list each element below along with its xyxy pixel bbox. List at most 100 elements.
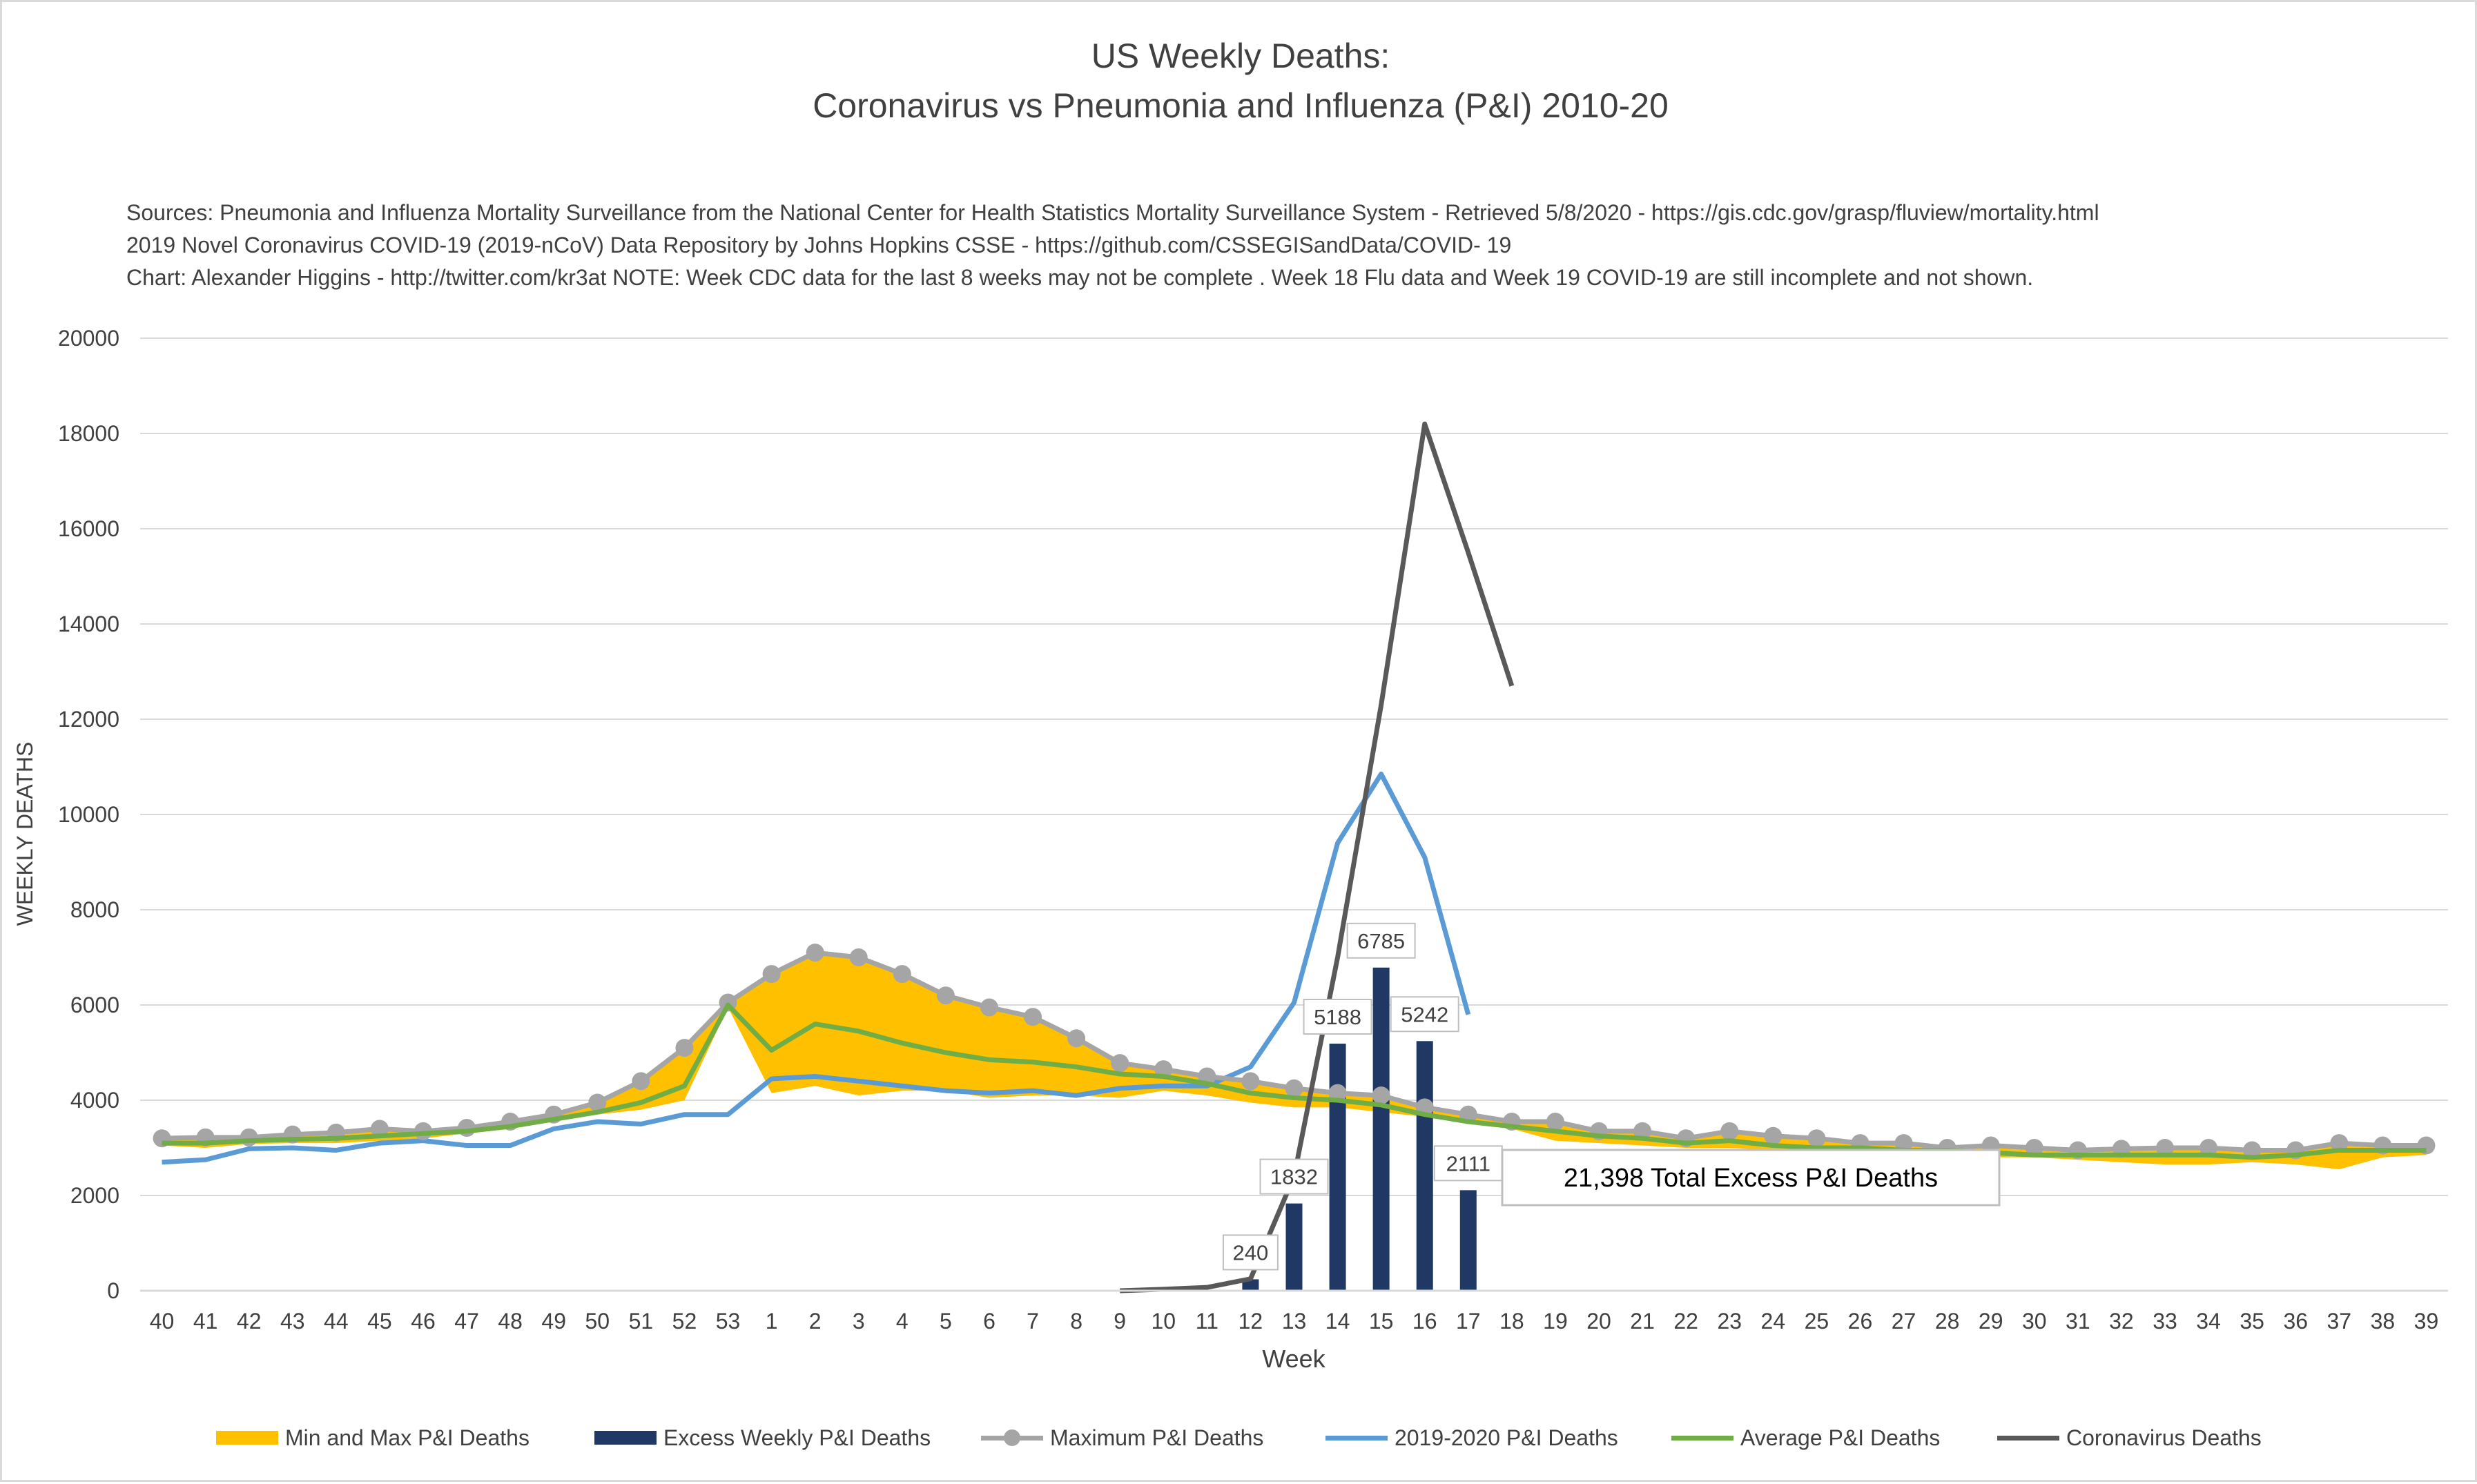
legend: Min and Max P&I Deaths Excess Weekly P&I… bbox=[2, 1417, 2477, 1458]
maximum-marker bbox=[762, 965, 781, 984]
maximum-marker bbox=[1067, 1029, 1086, 1048]
x-tick-label: 43 bbox=[280, 1309, 305, 1334]
legend-item-maximum: Maximum P&I Deaths bbox=[981, 1417, 1263, 1458]
maximum-marker bbox=[240, 1128, 258, 1146]
x-tick-label: 45 bbox=[367, 1309, 392, 1334]
x-tick-label: 42 bbox=[237, 1309, 262, 1334]
legend-swatch-min-max bbox=[216, 1431, 278, 1445]
x-tick-label: 29 bbox=[1979, 1309, 2003, 1334]
annotation-text: 21,398 Total Excess P&I Deaths bbox=[1564, 1164, 1938, 1193]
y-tick-label: 2000 bbox=[70, 1183, 119, 1208]
maximum-marker bbox=[1764, 1126, 1783, 1145]
x-tick-label: 12 bbox=[1238, 1309, 1263, 1334]
bar-data-label: 2111 bbox=[1446, 1151, 1490, 1175]
x-tick-label: 15 bbox=[1369, 1309, 1394, 1334]
x-tick-label: 7 bbox=[1027, 1309, 1039, 1334]
maximum-marker bbox=[2199, 1139, 2218, 1157]
x-tick-label: 13 bbox=[1282, 1309, 1307, 1334]
x-axis-label: Week bbox=[1262, 1345, 1325, 1373]
x-tick-label: 47 bbox=[454, 1309, 479, 1334]
chart-sources: Sources: Pneumonia and Influenza Mortali… bbox=[126, 197, 2099, 294]
legend-swatch-2019-2020 bbox=[1325, 1424, 1388, 1452]
bar-data-label-box bbox=[1346, 922, 1416, 959]
x-tick-label: 35 bbox=[2240, 1309, 2264, 1334]
legend-item-min-max: Min and Max P&I Deaths bbox=[216, 1417, 530, 1458]
legend-swatch-excess bbox=[594, 1431, 657, 1445]
line-coronavirus bbox=[1120, 421, 1515, 1293]
x-tick-label: 26 bbox=[1848, 1309, 1873, 1334]
gridlines bbox=[140, 338, 2448, 1196]
maximum-marker bbox=[1372, 1086, 1390, 1105]
y-tick-label: 14000 bbox=[58, 612, 119, 636]
x-tick-label: 33 bbox=[2153, 1309, 2177, 1334]
axes: 0 2000 4000 6000 8000 10000 12000 14000 16000 180… bbox=[58, 326, 2448, 1334]
maximum-marker bbox=[675, 1039, 694, 1057]
x-tick-label: 49 bbox=[541, 1309, 566, 1334]
x-tick-label: 21 bbox=[1630, 1309, 1655, 1334]
x-tick-label: 16 bbox=[1412, 1309, 1437, 1334]
excess-bar bbox=[1285, 1203, 1303, 1291]
maximum-marker bbox=[980, 998, 998, 1017]
x-tick-label: 5 bbox=[940, 1309, 952, 1334]
x-tick-label: 37 bbox=[2327, 1309, 2352, 1334]
maximum-marker bbox=[1546, 1113, 1564, 1131]
x-tick-label: 30 bbox=[2022, 1309, 2047, 1334]
bar-data-label: 240 bbox=[1233, 1240, 1269, 1265]
bar-data-label-box bbox=[1303, 999, 1372, 1035]
bar-data-label: 6785 bbox=[1357, 929, 1405, 953]
sources-line-2: 2019 Novel Coronavirus COVID-19 (2019-nC… bbox=[126, 233, 1512, 257]
x-tick-label: 28 bbox=[1935, 1309, 1960, 1334]
maximum-marker bbox=[1285, 1079, 1303, 1097]
legend-label-average: Average P&I Deaths bbox=[1740, 1425, 1941, 1450]
x-tick-label: 19 bbox=[1543, 1309, 1568, 1334]
legend-item-average: Average P&I Deaths bbox=[1671, 1417, 1940, 1458]
legend-label-min-max: Min and Max P&I Deaths bbox=[285, 1425, 530, 1450]
y-tick-label: 10000 bbox=[58, 802, 119, 827]
y-tick-label: 18000 bbox=[58, 421, 119, 446]
legend-label-2019-2020: 2019-2020 P&I Deaths bbox=[1395, 1425, 1618, 1450]
y-tick-label: 20000 bbox=[58, 326, 119, 351]
maximum-marker bbox=[1720, 1122, 1739, 1140]
x-tick-label: 25 bbox=[1805, 1309, 1829, 1334]
legend-label-excess: Excess Weekly P&I Deaths bbox=[663, 1425, 931, 1450]
y-tick-label: 4000 bbox=[70, 1088, 119, 1113]
x-tick-label: 51 bbox=[629, 1309, 654, 1334]
legend-label-coronavirus: Coronavirus Deaths bbox=[2066, 1425, 2262, 1450]
bar-data-label: 5242 bbox=[1401, 1002, 1448, 1026]
y-axis-label: WEEKLY DEATHS bbox=[12, 742, 37, 926]
x-tick-label: 10 bbox=[1151, 1309, 1176, 1334]
excess-bars bbox=[1242, 967, 1477, 1291]
maximum-marker bbox=[806, 944, 824, 962]
x-tick-label: 46 bbox=[411, 1309, 436, 1334]
maximum-marker bbox=[1807, 1129, 1826, 1148]
maximum-marker bbox=[458, 1119, 476, 1138]
x-tick-label: 18 bbox=[1499, 1309, 1524, 1334]
x-tick-label: 32 bbox=[2109, 1309, 2134, 1334]
x-tick-label: 3 bbox=[853, 1309, 865, 1334]
x-tick-label: 2 bbox=[809, 1309, 822, 1334]
maximum-marker bbox=[936, 986, 955, 1005]
x-tick-label: 20 bbox=[1586, 1309, 1611, 1334]
annotation: 21,398 Total Excess P&I Deaths bbox=[1501, 1149, 2001, 1207]
chart-title: US Weekly Deaths: Coronavirus vs Pneumon… bbox=[2, 31, 2477, 130]
bar-data-label-box bbox=[1222, 1234, 1279, 1271]
legend-swatch-average bbox=[1671, 1424, 1733, 1452]
y-tick-label: 6000 bbox=[70, 993, 119, 1017]
chart-title-line-2: Coronavirus vs Pneumonia and Influenza (… bbox=[813, 86, 1669, 125]
x-tick-label: 31 bbox=[2066, 1309, 2090, 1334]
excess-bar bbox=[1416, 1041, 1433, 1291]
excess-bar bbox=[1372, 967, 1390, 1291]
x-tick-label: 24 bbox=[1761, 1309, 1786, 1334]
sources-line-1: Sources: Pneumonia and Influenza Mortali… bbox=[126, 200, 2099, 225]
min-max-area bbox=[162, 953, 2427, 1170]
maximum-marker bbox=[2330, 1134, 2349, 1153]
x-tick-label: 52 bbox=[672, 1309, 697, 1334]
legend-swatch-coronavirus bbox=[1997, 1424, 2059, 1452]
excess-bar bbox=[1459, 1190, 1477, 1291]
annotation-box bbox=[1501, 1149, 2001, 1207]
excess-bar bbox=[1242, 1279, 1259, 1291]
x-tick-label: 48 bbox=[498, 1309, 523, 1334]
x-tick-label: 27 bbox=[1892, 1309, 1916, 1334]
